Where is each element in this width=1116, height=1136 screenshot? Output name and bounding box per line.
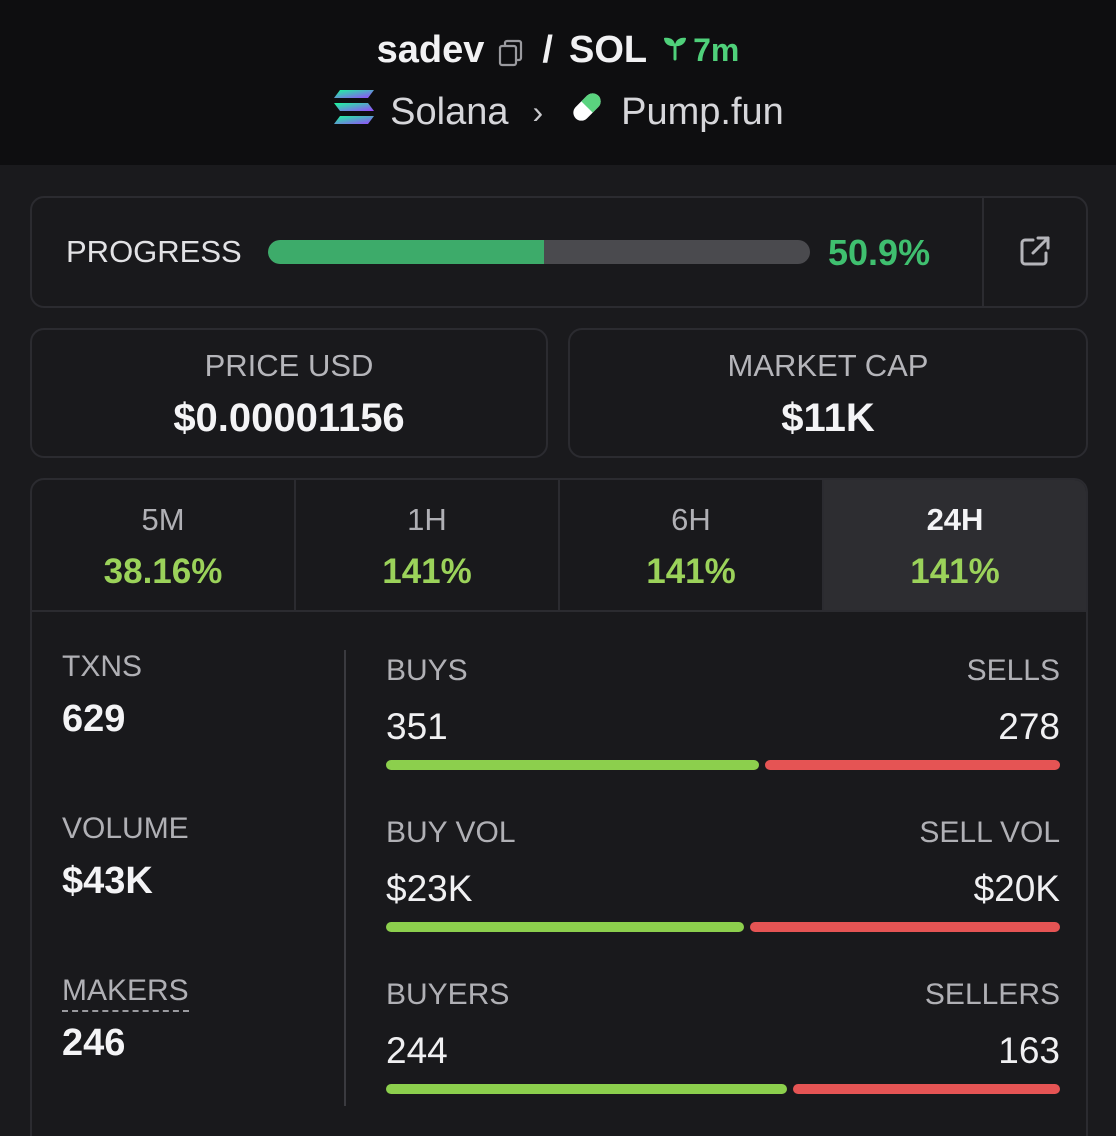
title-row: sadev / SOL 7m bbox=[0, 26, 1116, 74]
sellers-label: SELLERS bbox=[924, 978, 1060, 1011]
divider bbox=[982, 198, 984, 306]
external-link-icon bbox=[1017, 233, 1053, 274]
pair-separator: / bbox=[542, 28, 553, 71]
sellers-value: 163 bbox=[998, 1030, 1060, 1071]
sell-bar bbox=[749, 922, 1060, 932]
tab-label: 6H bbox=[671, 502, 711, 537]
buys-sells-ratio-bar bbox=[386, 760, 1060, 770]
makers-label[interactable]: MAKERS bbox=[62, 974, 189, 1012]
price-value: $0.00001156 bbox=[173, 396, 405, 440]
token-name: sadev bbox=[376, 28, 485, 71]
volume-value: $43K bbox=[62, 860, 153, 902]
buyers-label: BUYERS bbox=[386, 978, 510, 1011]
market-cap-value: $11K bbox=[781, 396, 875, 440]
timeframe-tabs: 5M 38.16% 1H 141% 6H 141% 24H 141% bbox=[32, 480, 1086, 612]
buyers-ratio-bar bbox=[386, 1084, 1060, 1094]
progress-bar bbox=[268, 240, 810, 264]
tab-6h[interactable]: 6H 141% bbox=[560, 480, 824, 610]
trading-stats-card: 5M 38.16% 1H 141% 6H 141% 24H 141% TXNS … bbox=[30, 478, 1088, 1136]
pair-age: 7m bbox=[661, 32, 739, 69]
dex-link[interactable]: Pump.fun bbox=[621, 90, 784, 133]
buys-sells-row: BUYS SELLS 351 278 bbox=[386, 650, 1060, 790]
sells-label: SELLS bbox=[966, 654, 1060, 687]
txns-label: TXNS bbox=[62, 650, 143, 683]
buy-vol-label: BUY VOL bbox=[386, 816, 516, 849]
age-text: 7m bbox=[693, 31, 740, 68]
chevron-right-icon: › bbox=[532, 93, 544, 130]
volume-split-row: BUY VOL SELL VOL $23K $20K bbox=[386, 812, 1060, 952]
sells-value: 278 bbox=[998, 706, 1060, 747]
sell-vol-label: SELL VOL bbox=[919, 816, 1060, 849]
buys-label: BUYS bbox=[386, 654, 468, 687]
price-card: PRICE USD $0.00001156 bbox=[30, 328, 548, 458]
txns-value: 629 bbox=[62, 698, 126, 740]
progress-value: 50.9% bbox=[828, 232, 931, 273]
buys-value: 351 bbox=[386, 706, 448, 747]
sell-vol-value: $20K bbox=[973, 868, 1060, 909]
tab-24h[interactable]: 24H 141% bbox=[824, 480, 1086, 610]
chain-link[interactable]: Solana bbox=[390, 90, 509, 133]
bonding-progress-card: PROGRESS 50.9% bbox=[30, 196, 1088, 308]
volume-ratio-bar bbox=[386, 922, 1060, 932]
solana-icon bbox=[332, 88, 376, 136]
tab-change: 38.16% bbox=[103, 552, 223, 591]
buy-bar bbox=[386, 760, 760, 770]
tab-change: 141% bbox=[382, 552, 472, 591]
makers-value: 246 bbox=[62, 1022, 126, 1064]
progress-bar-fill bbox=[268, 240, 544, 264]
txns-metric: TXNS 629 bbox=[62, 650, 142, 741]
market-cap-label: MARKET CAP bbox=[727, 348, 929, 383]
buyers-sellers-row: BUYERS SELLERS 244 163 bbox=[386, 974, 1060, 1114]
sell-bar bbox=[765, 760, 1060, 770]
tab-label: 5M bbox=[141, 502, 185, 537]
tab-change: 141% bbox=[646, 552, 736, 591]
volume-metric: VOLUME $43K bbox=[62, 812, 189, 903]
buy-bar bbox=[386, 922, 744, 932]
external-link-button[interactable] bbox=[1016, 234, 1054, 272]
copy-icon[interactable] bbox=[496, 35, 526, 67]
tab-label: 24H bbox=[926, 502, 984, 537]
token-header: sadev / SOL 7m bbox=[0, 0, 1116, 165]
chain-breadcrumb: Solana › Pump.fun bbox=[0, 88, 1116, 136]
buy-bar bbox=[386, 1084, 788, 1094]
column-divider bbox=[344, 650, 346, 1106]
tab-5m[interactable]: 5M 38.16% bbox=[32, 480, 296, 610]
tab-1h[interactable]: 1H 141% bbox=[296, 480, 560, 610]
tab-label: 1H bbox=[407, 502, 447, 537]
buyers-value: 244 bbox=[386, 1030, 448, 1071]
buy-vol-value: $23K bbox=[386, 868, 473, 909]
quote-token: SOL bbox=[568, 28, 648, 71]
pill-icon bbox=[567, 87, 607, 137]
tab-change: 141% bbox=[910, 552, 1000, 591]
volume-label: VOLUME bbox=[62, 812, 189, 845]
progress-label: PROGRESS bbox=[66, 234, 242, 269]
sell-bar bbox=[793, 1084, 1060, 1094]
makers-metric: MAKERS 246 bbox=[62, 974, 189, 1065]
price-label: PRICE USD bbox=[204, 348, 374, 383]
market-cap-card: MARKET CAP $11K bbox=[568, 328, 1088, 458]
sprout-icon bbox=[661, 32, 689, 69]
